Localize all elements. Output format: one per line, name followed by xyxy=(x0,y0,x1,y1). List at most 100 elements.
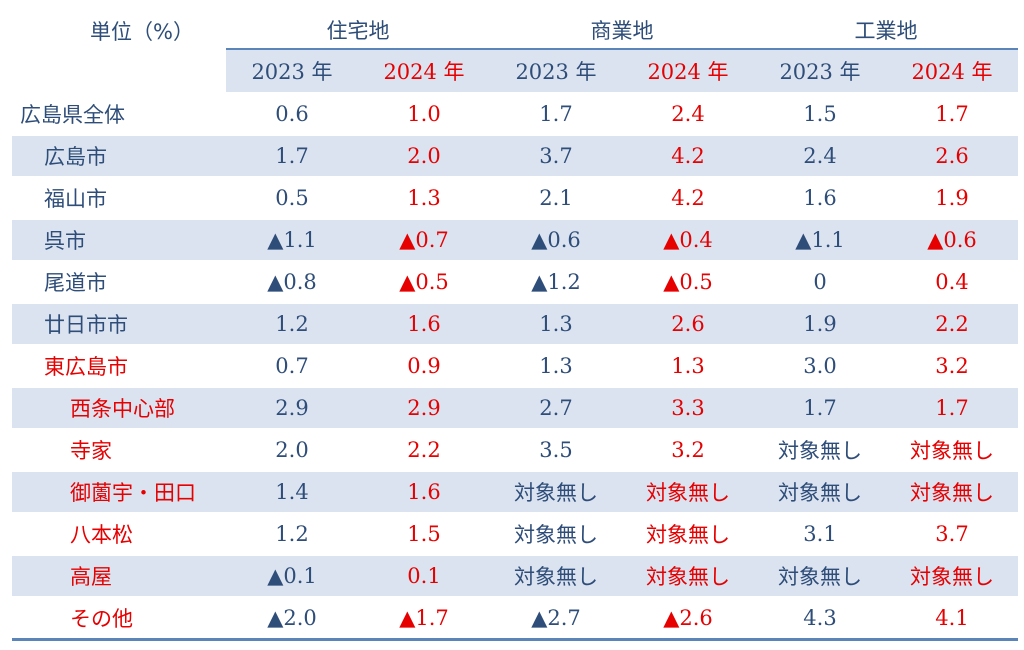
year-header-cell: 2023 年 xyxy=(226,49,358,93)
year-header-cell: 2024 年 xyxy=(622,49,754,93)
value-cell: 対象無し xyxy=(754,428,886,471)
row-label: 高屋 xyxy=(12,554,226,597)
row-label: 尾道市 xyxy=(12,260,226,303)
table-row: 高屋 ▲0.1 0.1 対象無し 対象無し 対象無し 対象無し xyxy=(12,554,1018,597)
value-cell: 対象無し xyxy=(886,428,1018,471)
value-cell: 3.7 xyxy=(886,512,1018,555)
table-row: 御薗宇・田口 1.4 1.6 対象無し 対象無し 対象無し 対象無し xyxy=(12,470,1018,513)
value-cell: ▲2.0 xyxy=(226,596,358,641)
value-cell: 1.7 xyxy=(886,92,1018,135)
value-cell: 2.0 xyxy=(358,134,490,177)
value-cell: 0.9 xyxy=(358,344,490,387)
value-cell: 1.7 xyxy=(490,92,622,135)
row-label: 御薗宇・田口 xyxy=(12,470,226,513)
row-label: 広島県全体 xyxy=(12,92,226,135)
table-row: 西条中心部 2.9 2.9 2.7 3.3 1.7 1.7 xyxy=(12,386,1018,429)
value-cell: 対象無し xyxy=(622,512,754,555)
value-cell: 対象無し xyxy=(622,554,754,597)
value-cell: 0.5 xyxy=(226,176,358,219)
value-cell: 0.6 xyxy=(226,92,358,135)
value-cell: 2.0 xyxy=(226,428,358,471)
value-cell: 3.0 xyxy=(754,344,886,387)
value-cell: 2.4 xyxy=(754,134,886,177)
value-cell: 1.9 xyxy=(754,302,886,345)
row-label: 福山市 xyxy=(12,176,226,219)
value-cell: 対象無し xyxy=(490,512,622,555)
unit-label: 単位（%） xyxy=(90,19,194,44)
table-row: 寺家 2.0 2.2 3.5 3.2 対象無し 対象無し xyxy=(12,428,1018,471)
value-cell: 2.4 xyxy=(622,92,754,135)
value-cell: ▲2.6 xyxy=(622,596,754,641)
row-label: その他 xyxy=(12,596,226,641)
value-cell: 対象無し xyxy=(754,470,886,513)
value-cell: 2.9 xyxy=(358,386,490,429)
value-cell: 3.7 xyxy=(490,134,622,177)
value-cell: ▲1.1 xyxy=(226,218,358,261)
value-cell: 4.2 xyxy=(622,134,754,177)
value-cell: 1.5 xyxy=(754,92,886,135)
value-cell: 1.7 xyxy=(886,386,1018,429)
value-cell: 1.9 xyxy=(886,176,1018,219)
value-cell: 2.2 xyxy=(886,302,1018,345)
value-cell: 2.7 xyxy=(490,386,622,429)
value-cell: 0 xyxy=(754,260,886,303)
table-row: 福山市 0.5 1.3 2.1 4.2 1.6 1.9 xyxy=(12,176,1018,219)
value-cell: 対象無し xyxy=(490,554,622,597)
value-cell: 1.7 xyxy=(754,386,886,429)
value-cell: ▲0.5 xyxy=(622,260,754,303)
value-cell: 1.3 xyxy=(490,344,622,387)
table-row: 尾道市 ▲0.8 ▲0.5 ▲1.2 ▲0.5 0 0.4 xyxy=(12,260,1018,303)
land-price-change-table: 単位（%） 住宅地 商業地 工業地 2023 年 2024 年 2023 年 2… xyxy=(12,12,1018,641)
value-cell: 4.3 xyxy=(754,596,886,641)
value-cell: 3.2 xyxy=(622,428,754,471)
value-cell: 2.6 xyxy=(886,134,1018,177)
year-header-row: 2023 年 2024 年 2023 年 2024 年 2023 年 2024 … xyxy=(12,49,1018,93)
year-header-cell: 2023 年 xyxy=(490,49,622,93)
value-cell: 2.6 xyxy=(622,302,754,345)
value-cell: ▲0.8 xyxy=(226,260,358,303)
value-cell: 対象無し xyxy=(622,470,754,513)
table-row: 廿日市市 1.2 1.6 1.3 2.6 1.9 2.2 xyxy=(12,302,1018,345)
table-body: 広島県全体 0.6 1.0 1.7 2.4 1.5 1.7 広島市 1.7 2.0 3.7 4.2 2.… xyxy=(12,92,1018,641)
value-cell: 1.2 xyxy=(226,512,358,555)
row-label: 広島市 xyxy=(12,134,226,177)
value-cell: 2.9 xyxy=(226,386,358,429)
value-cell: 0.7 xyxy=(226,344,358,387)
value-cell: ▲0.5 xyxy=(358,260,490,303)
value-cell: 0.1 xyxy=(358,554,490,597)
row-label: 寺家 xyxy=(12,428,226,471)
row-label: 八本松 xyxy=(12,512,226,555)
value-cell: ▲1.1 xyxy=(754,218,886,261)
year-header-cell: 2024 年 xyxy=(358,49,490,93)
group-header-residential: 住宅地 xyxy=(226,12,490,50)
value-cell: 4.1 xyxy=(886,596,1018,641)
table-row: 八本松 1.2 1.5 対象無し 対象無し 3.1 3.7 xyxy=(12,512,1018,555)
value-cell: 1.0 xyxy=(358,92,490,135)
row-label: 呉市 xyxy=(12,218,226,261)
value-cell: 1.3 xyxy=(490,302,622,345)
value-cell: ▲0.6 xyxy=(490,218,622,261)
year-header-cell: 2023 年 xyxy=(754,49,886,93)
value-cell: 3.5 xyxy=(490,428,622,471)
value-cell: 対象無し xyxy=(754,554,886,597)
value-cell: 1.3 xyxy=(358,176,490,219)
value-cell: ▲0.6 xyxy=(886,218,1018,261)
value-cell: 1.7 xyxy=(226,134,358,177)
value-cell: 3.2 xyxy=(886,344,1018,387)
value-cell: ▲1.2 xyxy=(490,260,622,303)
value-cell: 1.2 xyxy=(226,302,358,345)
value-cell: 1.5 xyxy=(358,512,490,555)
row-label: 廿日市市 xyxy=(12,302,226,345)
group-header-industrial: 工業地 xyxy=(754,12,1018,50)
table-row: 東広島市 0.7 0.9 1.3 1.3 3.0 3.2 xyxy=(12,344,1018,387)
table-row: 広島市 1.7 2.0 3.7 4.2 2.4 2.6 xyxy=(12,134,1018,177)
value-cell: ▲0.7 xyxy=(358,218,490,261)
value-cell: 4.2 xyxy=(622,176,754,219)
value-cell: 1.6 xyxy=(358,470,490,513)
value-cell: 対象無し xyxy=(886,554,1018,597)
row-label: 西条中心部 xyxy=(12,386,226,429)
group-header-commercial: 商業地 xyxy=(490,12,754,50)
value-cell: 対象無し xyxy=(490,470,622,513)
row-label: 東広島市 xyxy=(12,344,226,387)
